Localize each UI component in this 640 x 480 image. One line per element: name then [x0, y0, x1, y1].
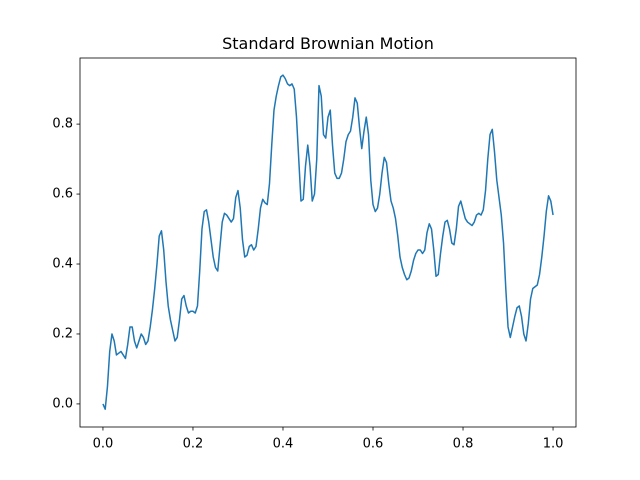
x-tick-label: 0.0: [93, 437, 114, 452]
line: [102, 74, 554, 410]
y-tick-label: 0.2: [52, 326, 73, 341]
y-tick-label: 0.6: [52, 187, 73, 202]
y-tick-label: 0.8: [52, 117, 73, 132]
y-tick-label: 0.4: [52, 257, 73, 272]
x-tick-label: 0.4: [273, 437, 294, 452]
x-tick-label: 0.6: [363, 437, 384, 452]
y-tick-label: 0.0: [52, 396, 73, 411]
x-tick-label: 1.0: [543, 437, 564, 452]
x-tick-label: 0.8: [453, 437, 474, 452]
x-tick-label: 0.2: [183, 437, 204, 452]
axes-frame: [79, 57, 577, 428]
chart-title: Standard Brownian Motion: [222, 34, 434, 53]
